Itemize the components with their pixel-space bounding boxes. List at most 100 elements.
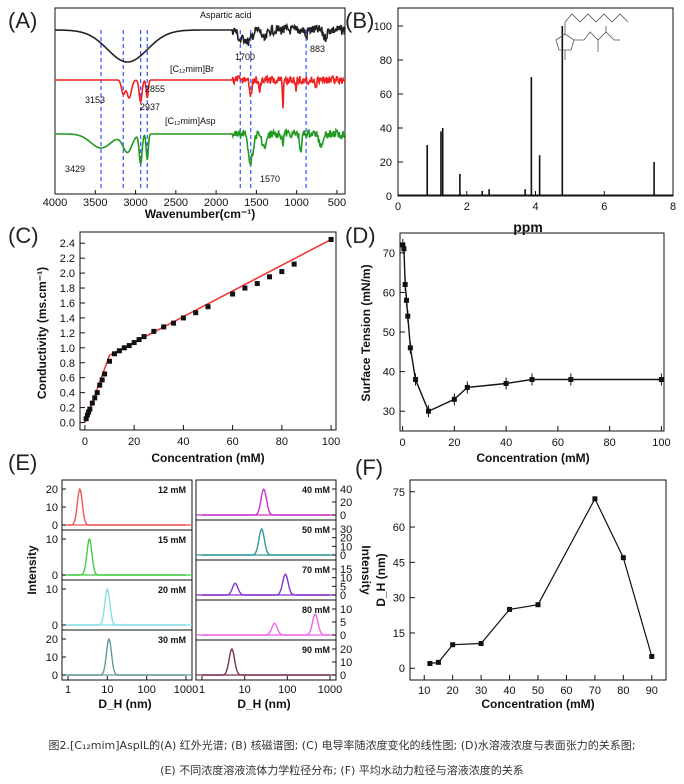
panel-d-ylabel: Surface Tension (mN/m) [359,264,373,401]
panel-b-ytick-label: 0 [386,191,392,203]
panel-c-data-point [97,382,103,388]
panel-d-xtick-label: 100 [652,437,670,449]
panel-b-ytick-label: 20 [380,157,392,169]
panel-e-ytick-label: 0 [52,570,58,582]
panel-a-annotation: 1570 [260,174,280,184]
panel-e-ytick-label: 0 [340,510,346,522]
panel-f-data-point [450,642,456,648]
panel-f-xtick-label: 90 [646,685,658,697]
panel-e-xtick-label: 1 [65,684,71,696]
panel-a-xlabel: Wavenumber(cm⁻¹) [145,207,256,221]
panel-b-xtick-label: 4 [532,201,538,213]
panel-d-data-point [403,297,409,303]
panel-e-ytick-label: 20 [46,634,58,646]
panel-a-annotation: 3153 [85,95,105,105]
panel-f-ytick-label: 45 [393,557,405,569]
panel-c-ytick-label: 0.8 [60,358,75,370]
panel-d-data-point [407,345,413,351]
panel-e-ytick-label: 15 [340,564,352,576]
panel-e-ytick-label: 0 [340,590,346,602]
panel-a-annotation: 2937 [140,102,160,112]
molecule-structure-icon [555,13,629,60]
panel-e-xtick-label: 1000 [318,684,342,696]
panel-c-data-point [99,377,105,383]
panel-c-data-point [116,348,122,354]
panel-e-ytick-label: 10 [46,502,58,514]
panel-c-data-point [254,281,260,287]
panel-f-xtick-label: 70 [589,685,601,697]
panel-c-data-point [279,269,285,275]
panel-e-concentration-label: 50 mM [302,525,330,535]
panel-c-data-point [107,358,113,364]
panel-e-label: (E) [8,450,37,475]
panel-f-data-point [435,659,441,665]
panel-a-series-line [55,22,346,63]
panel-e-ytick-label: 0 [52,670,58,682]
panel-f-data-point [620,555,626,561]
panel-c-data-point [131,340,137,346]
panel-c-data-point [151,328,157,334]
panel-a-series-name: [C₁₂mim]Br [170,64,214,74]
panel-a-series-name: [C₁₂mim]Asp [165,116,216,126]
panel-c-data-point [126,343,132,349]
panel-e-ytick-label: 10 [340,657,352,669]
panel-f-ytick-label: 15 [393,628,405,640]
panel-d-ytick-label: 70 [383,248,395,260]
panel-e-ytick-label: 10 [340,541,352,553]
panel-e-xlabel-left: D_H (nm) [98,697,151,711]
panel-d-data-point [568,377,574,383]
panel-b-label: (B) [345,8,374,33]
panel-f-xtick-label: 60 [560,685,572,697]
panel-c-data-point [328,236,334,242]
panel-a-xtick-label: 1000 [284,197,308,209]
panel-e-ytick-label: 10 [340,573,352,585]
panel-e-ytick-label: 20 [46,484,58,496]
panel-b-frame [397,7,674,197]
panel-e-distribution-curve [68,637,186,676]
panel-c-ytick-label: 1.4 [60,313,75,325]
panel-c-data-point [205,304,211,310]
panel-c-data-point [102,371,108,377]
panel-d-frame [399,232,665,432]
panel-a-xtick-label: 500 [328,197,346,209]
panel-d-data-point [400,242,406,248]
panel-c-ytick-label: 0.6 [60,373,75,385]
panel-f-data-point [649,653,655,659]
panel-f-series-line [429,497,653,665]
panel-d-xtick-label: 0 [400,437,406,449]
panel-a-xtick-label: 1500 [244,197,268,209]
panel-c-data-point [230,291,236,297]
panel-a: (A) 4000 3500 3000 2500 2000 1500 1000 500 Aspar… [8,7,346,221]
panel-e-xlabel-right: D_H (nm) [237,697,290,711]
panel-d-xlabel: Concentration (mM) [476,451,589,465]
panel-c-ytick-label: 1.6 [60,298,75,310]
panel-b-xlabel: ppm [513,219,543,235]
panel-c-xtick-label: 60 [226,436,238,448]
panel-e-concentration-label: 90 mM [302,645,330,655]
panel-c-data-point [180,315,186,321]
panel-d-ytick-label: 50 [383,327,395,339]
panel-f-xlabel: Concentration (mM) [481,697,594,711]
panel-e-xtick-label: 10 [101,684,113,696]
panel-c-frame [79,231,337,431]
panel-d-data-point [413,377,419,383]
panel-d-data-point [464,384,470,390]
panel-e-ytick-label: 30 [340,524,352,536]
panel-c-data-point [86,409,92,415]
panel-b-xtick-label: 8 [670,201,676,213]
panel-e-ytick-label: 10 [340,604,352,616]
panel-c-ytick-label: 1.0 [60,343,75,355]
panel-f-ytick-label: 75 [393,487,405,499]
panel-c-data-point [171,320,177,326]
panel-e-ytick-label: 10 [46,534,58,546]
panel-f-xtick-label: 80 [617,685,629,697]
panel-c-xtick-label: 80 [276,436,288,448]
panel-e-distribution-curve [68,537,186,576]
panel-a-annotation: 1700 [235,52,255,62]
panel-a-series-line [55,127,346,166]
panel-e-concentration-label: 70 mM [302,565,330,575]
panel-c-ytick-label: 2.4 [60,238,75,250]
panel-c-ytick-label: 0.0 [60,418,75,430]
panel-e-ylabel-left: Intensity [25,545,39,595]
panel-a-xtick-label: 3500 [83,197,107,209]
